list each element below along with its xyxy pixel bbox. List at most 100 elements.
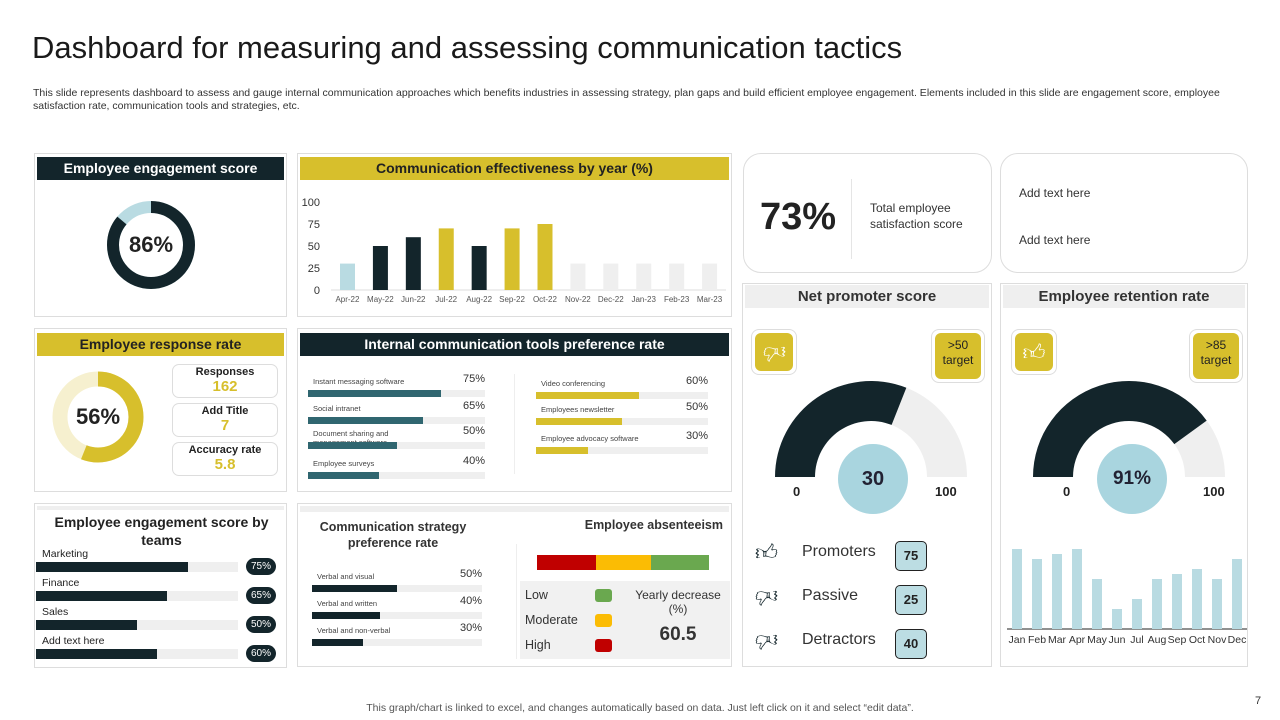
effectiveness-panel: Communication effectiveness by year (%) … <box>297 153 732 317</box>
bar <box>669 263 685 290</box>
nps-target-value: >50 <box>947 338 969 352</box>
team-bar <box>36 562 238 572</box>
nps-item-label: Detractors <box>802 631 876 648</box>
stat-value: 162 <box>212 378 238 395</box>
progress-fill <box>536 418 622 425</box>
nps-icon-box: 👍︎ <box>751 329 797 375</box>
x-tick-label: Jan-23 <box>631 295 656 304</box>
thumbs-down-icon: 👍︎ <box>762 339 786 365</box>
retention-icon-box: 👍︎ <box>1011 329 1057 375</box>
tools-panel: Internal communication tools preference … <box>297 328 732 492</box>
progress-fill <box>536 447 588 454</box>
bar <box>372 246 388 290</box>
stat-label: Accuracy rate <box>188 444 262 456</box>
bar-value: 50% <box>459 568 482 580</box>
y-tick-label: 25 <box>308 263 320 275</box>
panel-topbar <box>37 506 284 510</box>
retention-panel: Employee retention rate 👍︎ >85 target 91%… <box>1000 283 1248 667</box>
absenteeism-scale <box>537 555 709 570</box>
thumbs-down-icon: 👍︎ <box>755 628 778 653</box>
engagement-score-panel: Employee engagement score 86% <box>34 153 287 317</box>
add-text-2[interactable]: Add text here <box>1019 233 1091 247</box>
bar <box>1132 599 1142 629</box>
bar <box>537 224 553 290</box>
x-tick-label: Mar <box>1048 634 1067 646</box>
bar <box>1012 549 1022 629</box>
team-bar-fill <box>36 649 158 659</box>
nps-item-value: 25 <box>895 585 927 615</box>
bar-value: 40% <box>459 595 482 607</box>
progress-fill <box>312 639 363 646</box>
bar <box>1072 549 1082 629</box>
thumbs-up-icon: 👍︎ <box>755 540 778 565</box>
x-tick-label: Apr <box>1069 634 1086 646</box>
team-value-badge: 50% <box>246 616 276 633</box>
bar-value: 75% <box>462 373 485 385</box>
effectiveness-chart: 0 25 50 75 100 Apr-22 May-22 Jun-22 Jul-22 Aug-22… <box>302 197 726 304</box>
bar-label: Verbal and non-verbal <box>317 626 391 635</box>
x-tick-label: Mar-23 <box>697 295 723 304</box>
team-bar-fill <box>36 620 137 630</box>
nps-item-label: Promoters <box>802 543 876 560</box>
progress-fill <box>312 612 380 619</box>
x-tick-label: Jul <box>1130 634 1143 646</box>
x-tick-label: Jul-22 <box>435 295 457 304</box>
footer-note: This graph/chart is linked to excel, and… <box>366 702 914 714</box>
progress-bar <box>308 472 485 479</box>
bar <box>603 263 619 290</box>
bar-value: 65% <box>462 400 485 412</box>
decrease-label: Yearly decrease (%) <box>635 588 721 616</box>
progress-bar <box>312 585 482 592</box>
nps-panel: Net promoter score 👍︎ >50 target 30 0 100… <box>742 283 992 667</box>
progress-fill <box>536 392 640 399</box>
nps-target: >50 target <box>931 329 985 383</box>
strategy-title: Communication strategy preference rate <box>319 520 467 550</box>
bar <box>1052 554 1062 629</box>
bar-label: Employees newsletter <box>541 405 615 414</box>
y-tick-label: 100 <box>302 197 320 209</box>
team-value-badge: 75% <box>246 558 276 575</box>
progress-fill <box>308 442 397 449</box>
response-stat-box: Responses 162 <box>172 364 278 398</box>
retention-value: 91% <box>1097 444 1167 514</box>
nps-target-label: target <box>942 353 974 367</box>
nps-item-label: Passive <box>802 587 859 604</box>
retention-min: 0 <box>1063 484 1071 499</box>
level-swatch <box>595 589 612 602</box>
bar <box>1232 559 1242 629</box>
bar <box>340 263 355 290</box>
response-rate-title: Employee response rate <box>37 333 284 356</box>
effectiveness-title: Communication effectiveness by year (%) <box>300 157 729 180</box>
absenteeism-legend: Low Moderate High Yearly decrease (%) 60.5 <box>520 581 730 659</box>
nps-min: 0 <box>793 484 801 499</box>
bar <box>636 263 652 290</box>
bar-label: Verbal and visual <box>317 572 375 581</box>
x-tick-label: Jun-22 <box>401 295 426 304</box>
bar <box>1172 574 1182 629</box>
progress-fill <box>308 390 441 397</box>
team-label: Marketing <box>42 548 89 560</box>
bar <box>438 228 454 290</box>
satisfaction-label: Total employee satisfaction score <box>870 201 963 231</box>
divider <box>851 179 852 259</box>
progress-bar <box>308 442 485 449</box>
divider <box>514 374 515 474</box>
gauge-fill <box>775 381 907 477</box>
add-text-1[interactable]: Add text here <box>1019 186 1091 200</box>
progress-bar <box>312 639 482 646</box>
response-donut <box>52 371 144 463</box>
engagement-donut <box>107 201 195 289</box>
teams-title: Employee engagement score by teams <box>54 514 269 548</box>
level-swatch <box>595 639 612 652</box>
stat-label: Responses <box>195 366 255 378</box>
nps-max: 100 <box>935 484 957 499</box>
bar <box>1192 569 1202 629</box>
level-label: Moderate <box>525 613 578 627</box>
x-tick-label: Aug-22 <box>466 295 492 304</box>
divider <box>516 544 517 659</box>
bar <box>1152 579 1162 629</box>
bar-label: Video conferencing <box>541 379 606 388</box>
engagement-score-title: Employee engagement score <box>37 157 284 180</box>
nps-gauge <box>775 381 967 477</box>
x-tick-label: Aug <box>1148 634 1167 646</box>
